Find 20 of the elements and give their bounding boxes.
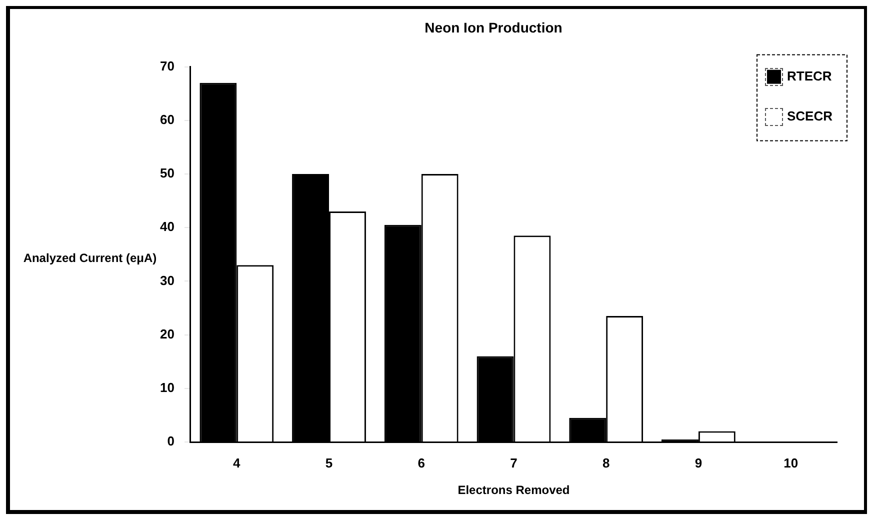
x-tick-label: 7 [510,455,518,470]
y-tick-label: 30 [160,272,174,288]
y-tick-label: 70 [160,58,174,74]
y-tick-label: 20 [160,326,174,342]
y-tick-label: 0 [167,434,174,449]
text: SCECR [787,108,834,124]
y-tick-label: 60 [160,112,174,127]
x-tick-label: 4 [233,455,242,470]
x-tick-label: 8 [602,455,610,470]
x-tick-label: 9 [694,455,702,470]
legend-label: RTECR [787,68,832,84]
chart-title: Neon Ion Production [424,19,562,36]
y-tick-label: 10 [160,380,174,395]
y-tick-label: 40 [160,219,174,234]
x-tick-label: 5 [325,455,333,470]
x-axis-title: Electrons Removed [458,483,570,498]
y-tick-label: 50 [160,166,174,181]
y-axis-title: Analyzed Current (eμA) [22,250,158,266]
x-tick-label: 10 [784,455,798,470]
x-tick-label: 6 [418,455,425,470]
